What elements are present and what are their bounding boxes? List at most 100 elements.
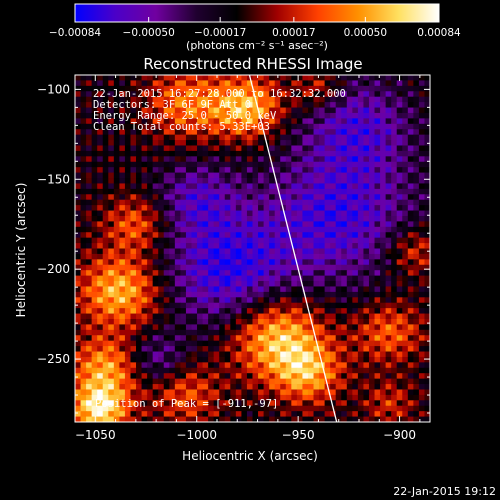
heatmap-cell bbox=[263, 259, 270, 266]
heatmap-cell bbox=[119, 80, 126, 87]
heatmap-cell bbox=[147, 178, 154, 184]
heatmap-cell bbox=[163, 281, 170, 287]
heatmap-cell bbox=[341, 308, 348, 314]
heatmap-cell bbox=[368, 232, 375, 239]
heatmap-cell bbox=[368, 210, 375, 217]
heatmap-cell bbox=[396, 188, 403, 195]
heatmap-cell bbox=[130, 297, 137, 304]
heatmap-cell bbox=[113, 248, 120, 255]
heatmap-cell bbox=[352, 134, 359, 141]
heatmap-cell bbox=[169, 373, 176, 380]
heatmap-cell bbox=[147, 367, 154, 374]
heatmap-cell bbox=[280, 259, 287, 266]
heatmap-cell bbox=[274, 118, 281, 125]
heatmap-cell bbox=[374, 405, 381, 412]
heatmap-cell bbox=[141, 156, 148, 163]
heatmap-cell bbox=[346, 123, 353, 130]
heatmap-cell bbox=[152, 134, 159, 141]
heatmap-cell bbox=[285, 172, 292, 179]
heatmap-cell bbox=[169, 394, 176, 401]
heatmap-cell bbox=[141, 275, 148, 282]
heatmap-cell bbox=[368, 275, 375, 282]
heatmap-cell bbox=[119, 400, 126, 407]
heatmap-cell bbox=[330, 118, 337, 125]
heatmap-cell bbox=[380, 329, 387, 336]
heatmap-cell bbox=[296, 134, 303, 141]
heatmap-cell bbox=[102, 210, 109, 217]
heatmap-cell bbox=[291, 405, 298, 412]
heatmap-cell bbox=[407, 232, 414, 239]
heatmap-cell bbox=[346, 291, 353, 298]
heatmap-cell bbox=[319, 286, 326, 293]
heatmap-cell bbox=[302, 259, 309, 266]
heatmap-cell bbox=[75, 215, 81, 222]
heatmap-cell bbox=[246, 308, 253, 314]
colorbar-tick-label: 0.00017 bbox=[272, 27, 315, 39]
heatmap-cell bbox=[363, 416, 370, 423]
heatmap-cell bbox=[163, 411, 170, 417]
heatmap-cell bbox=[180, 405, 187, 412]
heatmap-cell bbox=[396, 91, 403, 98]
heatmap-cell bbox=[174, 129, 181, 136]
heatmap-cell bbox=[152, 80, 159, 87]
heatmap-cell bbox=[141, 313, 148, 320]
heatmap-cell bbox=[91, 140, 98, 146]
heatmap-cell bbox=[274, 259, 281, 266]
heatmap-cell bbox=[224, 80, 231, 87]
heatmap-cell bbox=[413, 221, 420, 228]
heatmap-cell bbox=[169, 329, 176, 336]
heatmap-cell bbox=[124, 112, 131, 119]
heatmap-cell bbox=[380, 248, 387, 255]
heatmap-cell bbox=[346, 210, 353, 217]
heatmap-cell bbox=[152, 156, 159, 163]
heatmap-cell bbox=[258, 346, 264, 352]
heatmap-cell bbox=[302, 313, 309, 320]
heatmap-cell bbox=[241, 346, 248, 352]
heatmap-cell bbox=[280, 183, 287, 190]
heatmap-cell bbox=[152, 226, 159, 233]
heatmap-cell bbox=[263, 351, 270, 358]
heatmap-cell bbox=[91, 259, 98, 266]
heatmap-cell bbox=[418, 356, 425, 363]
heatmap-cell bbox=[324, 80, 331, 87]
heatmap-cell bbox=[163, 362, 170, 369]
heatmap-cell bbox=[418, 118, 425, 125]
heatmap-cell bbox=[147, 384, 154, 390]
heatmap-cell bbox=[396, 102, 403, 108]
heatmap-cell bbox=[147, 167, 154, 173]
heatmap-cell bbox=[407, 286, 414, 293]
heatmap-cell bbox=[363, 275, 370, 282]
heatmap-cell bbox=[202, 411, 209, 417]
heatmap-cell bbox=[263, 215, 270, 222]
heatmap-cell bbox=[197, 378, 203, 385]
heatmap-cell bbox=[307, 340, 314, 347]
heatmap-cell bbox=[163, 167, 170, 173]
heatmap-cell bbox=[119, 226, 126, 233]
heatmap-cell bbox=[368, 248, 375, 255]
heatmap-cell bbox=[86, 161, 93, 168]
heatmap-cell bbox=[346, 378, 353, 385]
heatmap-cell bbox=[396, 248, 403, 255]
heatmap-cell bbox=[241, 378, 248, 385]
heatmap-cell bbox=[219, 394, 226, 401]
heatmap-cell bbox=[241, 351, 248, 358]
heatmap-cell bbox=[302, 172, 309, 179]
heatmap-cell bbox=[174, 112, 181, 119]
heatmap-cell bbox=[352, 221, 359, 228]
heatmap-cell bbox=[274, 150, 281, 157]
heatmap-cell bbox=[418, 275, 425, 282]
heatmap-cell bbox=[97, 172, 104, 179]
heatmap-cell bbox=[280, 394, 287, 401]
heatmap-cell bbox=[169, 75, 176, 81]
heatmap-cell bbox=[246, 286, 253, 293]
heatmap-cell bbox=[368, 313, 375, 320]
heatmap-cell bbox=[80, 118, 87, 125]
heatmap-cell bbox=[391, 394, 398, 401]
heatmap-cell bbox=[213, 324, 220, 331]
heatmap-cell bbox=[185, 205, 192, 211]
heatmap-cell bbox=[285, 351, 292, 358]
heatmap-cell bbox=[158, 123, 165, 130]
heatmap-cell bbox=[91, 253, 98, 260]
heatmap-cell bbox=[307, 416, 314, 423]
heatmap-cell bbox=[341, 210, 348, 217]
